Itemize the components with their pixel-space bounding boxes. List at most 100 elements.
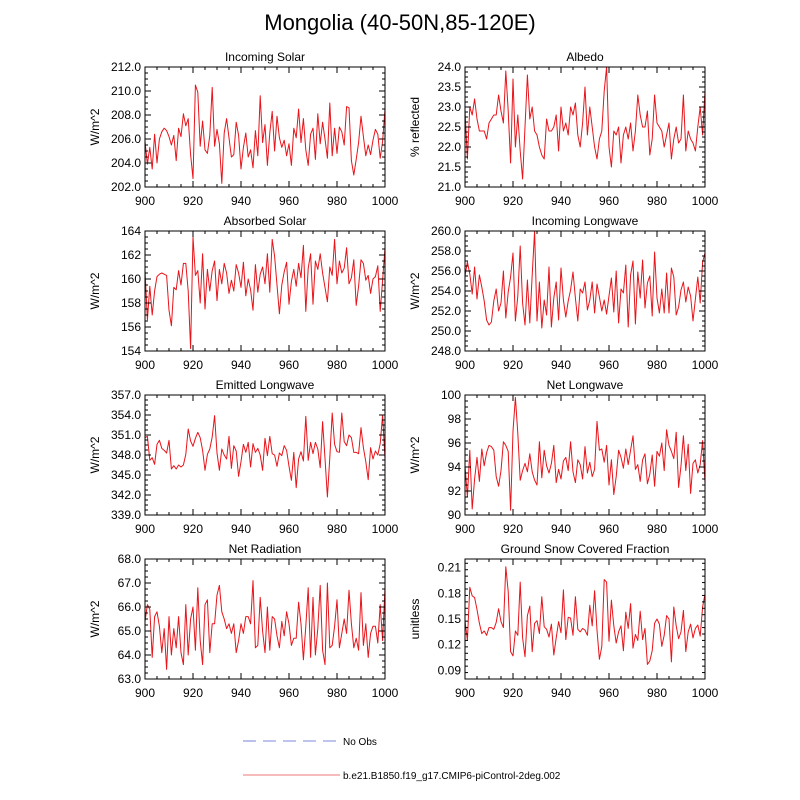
y-tick-label: 21.5 xyxy=(438,160,462,174)
y-tick-label: 354.0 xyxy=(111,408,141,422)
y-tick-label: 210.0 xyxy=(111,84,141,98)
y-tick-label: 68.0 xyxy=(118,552,142,566)
y-tick-label: 164 xyxy=(121,224,141,238)
y-tick-label: 21.0 xyxy=(438,180,462,194)
panel-title: Incoming Longwave xyxy=(532,214,639,228)
x-tick-label: 1000 xyxy=(692,358,719,372)
y-tick-label: 63.0 xyxy=(118,672,142,686)
x-tick-label: 1000 xyxy=(372,686,399,700)
y-axis-label: unitless xyxy=(408,599,422,640)
x-tick-label: 980 xyxy=(647,194,667,208)
x-tick-label: 1000 xyxy=(692,194,719,208)
y-tick-label: 96 xyxy=(448,436,462,450)
x-tick-label: 960 xyxy=(279,358,299,372)
y-tick-label: 342.0 xyxy=(111,488,141,502)
plot-frame xyxy=(464,230,706,352)
x-tick-label: 900 xyxy=(135,194,155,208)
y-axis-label: % reflected xyxy=(408,97,422,157)
y-tick-label: 254.0 xyxy=(431,284,461,298)
y-tick-label: 252.0 xyxy=(431,304,461,318)
y-tick-label: 22.5 xyxy=(438,120,462,134)
y-axis-label: W/m^2 xyxy=(88,600,102,637)
x-tick-label: 980 xyxy=(647,522,667,536)
x-tick-label: 920 xyxy=(503,358,523,372)
y-tick-label: 212.0 xyxy=(111,60,141,74)
figure-title: Mongolia (40-50N,85-120E) xyxy=(264,10,536,35)
x-tick-label: 960 xyxy=(279,686,299,700)
panel-4: Emitted Longwave W/m^2 900 920 940 960 980 1000… xyxy=(88,378,399,536)
series-line xyxy=(144,412,386,498)
y-tick-label: 160 xyxy=(121,272,141,286)
y-axis-label: W/m^2 xyxy=(88,272,102,309)
y-tick-label: 256.0 xyxy=(431,264,461,278)
x-tick-label: 980 xyxy=(327,686,347,700)
x-tick-label: 980 xyxy=(327,194,347,208)
y-tick-label: 0.09 xyxy=(438,663,462,677)
x-tick-label: 940 xyxy=(551,522,571,536)
y-tick-label: 64.0 xyxy=(118,648,142,662)
y-tick-label: 0.21 xyxy=(438,561,462,575)
panel-title: Ground Snow Covered Fraction xyxy=(501,542,670,556)
x-tick-label: 960 xyxy=(599,686,619,700)
x-tick-label: 920 xyxy=(503,686,523,700)
y-tick-label: 98 xyxy=(448,412,462,426)
x-tick-label: 960 xyxy=(599,358,619,372)
x-tick-label: 940 xyxy=(231,194,251,208)
panel-3: Incoming Longwave W/m^2 900 920 940 960 980 100… xyxy=(408,214,719,372)
series-line xyxy=(144,580,386,670)
x-tick-label: 980 xyxy=(327,358,347,372)
y-tick-label: 248.0 xyxy=(431,344,461,358)
y-tick-label: 90 xyxy=(448,508,462,522)
y-tick-label: 67.0 xyxy=(118,576,142,590)
plot-frame xyxy=(144,558,386,680)
y-tick-label: 202.0 xyxy=(111,180,141,194)
panel-title: Absorbed Solar xyxy=(224,214,307,228)
x-tick-label: 900 xyxy=(135,522,155,536)
x-tick-label: 1000 xyxy=(372,194,399,208)
x-tick-label: 960 xyxy=(279,522,299,536)
x-tick-label: 960 xyxy=(599,194,619,208)
x-tick-label: 980 xyxy=(647,686,667,700)
y-tick-label: 23.5 xyxy=(438,80,462,94)
y-tick-label: 0.18 xyxy=(438,586,462,600)
y-tick-label: 204.0 xyxy=(111,156,141,170)
x-tick-label: 900 xyxy=(455,358,475,372)
y-tick-label: 92 xyxy=(448,484,462,498)
y-tick-label: 156 xyxy=(121,320,141,334)
x-tick-label: 940 xyxy=(231,522,251,536)
legend: No Obs b.e21.B1850.f19_g17.CMIP6-piContro… xyxy=(243,737,561,782)
panel-6: Net Radiation W/m^2 900 920 940 960 980 1000 63.… xyxy=(88,542,399,700)
x-tick-label: 900 xyxy=(455,194,475,208)
y-tick-label: 345.0 xyxy=(111,468,141,482)
x-tick-label: 960 xyxy=(279,194,299,208)
panel-5: Net Longwave W/m^2 900 920 940 960 980 1000 90 92… xyxy=(408,378,719,536)
panel-1: Albedo % reflected 900 920 940 960 980 1000 21.0… xyxy=(408,50,719,208)
y-tick-label: 22.0 xyxy=(438,140,462,154)
y-tick-label: 258.0 xyxy=(431,244,461,258)
plot-frame xyxy=(464,394,706,516)
x-tick-label: 900 xyxy=(135,686,155,700)
x-tick-label: 920 xyxy=(503,522,523,536)
series-line xyxy=(464,396,706,511)
x-tick-label: 920 xyxy=(183,194,203,208)
y-tick-label: 158 xyxy=(121,296,141,310)
x-tick-label: 900 xyxy=(135,358,155,372)
x-tick-label: 940 xyxy=(551,194,571,208)
series-line xyxy=(144,236,386,350)
x-tick-label: 940 xyxy=(231,686,251,700)
x-tick-label: 1000 xyxy=(372,358,399,372)
x-tick-label: 900 xyxy=(455,686,475,700)
series-line xyxy=(464,566,706,665)
panel-2: Absorbed Solar W/m^2 900 920 940 960 980 1000 15… xyxy=(88,214,399,372)
y-tick-label: 162 xyxy=(121,248,141,262)
y-axis-label: W/m^2 xyxy=(88,108,102,145)
x-tick-label: 940 xyxy=(551,686,571,700)
y-tick-label: 357.0 xyxy=(111,388,141,402)
y-tick-label: 23.0 xyxy=(438,100,462,114)
plot-frame xyxy=(144,230,386,352)
panel-7: Ground Snow Covered Fraction unitless 900 9… xyxy=(408,542,719,700)
legend-obs-label: No Obs xyxy=(343,737,377,748)
x-tick-label: 980 xyxy=(327,522,347,536)
